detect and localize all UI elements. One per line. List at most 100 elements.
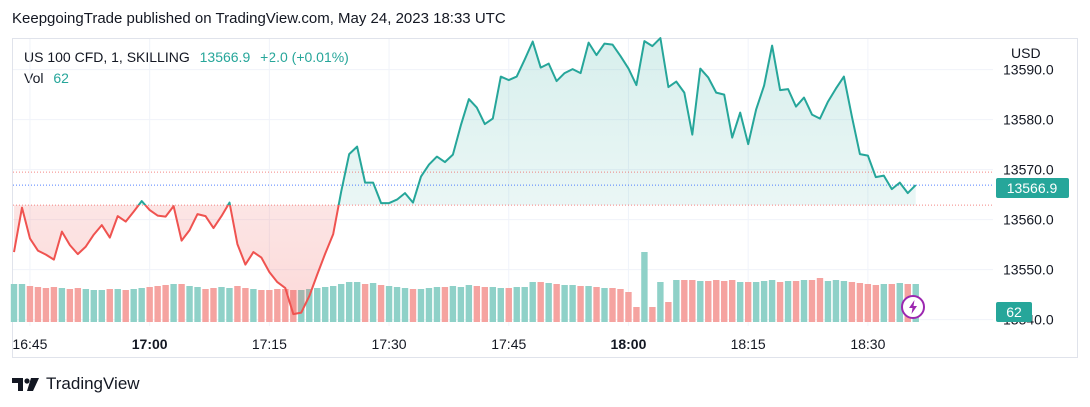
chart-frame: [12, 38, 1078, 358]
volume-bar: [186, 286, 193, 322]
volume-bar: [385, 286, 393, 322]
price-line: [13, 37, 917, 316]
volume-bar: [649, 307, 656, 322]
volume-bar: [441, 287, 449, 322]
volume-bar: [657, 282, 664, 322]
volume-bar: [202, 289, 209, 322]
volume-bar: [784, 281, 792, 322]
volume-bar: [457, 287, 465, 322]
volume-bar: [425, 288, 433, 322]
volume-bar: [10, 284, 18, 322]
volume-bar: [513, 287, 520, 322]
volume-bar: [705, 281, 712, 322]
volume-bar: [609, 288, 616, 322]
volume-bar: [529, 282, 536, 322]
volume-bar: [824, 281, 832, 322]
volume-bar: [665, 302, 672, 322]
x-tick-label: 18:00: [611, 336, 647, 352]
legend-vol-label[interactable]: Vol: [24, 70, 44, 86]
volume-bar: [816, 278, 824, 322]
axis-badges: 13566.9 62: [996, 178, 1069, 322]
volume-bar: [713, 280, 720, 322]
lightning-icon[interactable]: [901, 295, 925, 319]
volume-bar: [353, 282, 361, 322]
volume-bar: [473, 286, 481, 322]
x-tick-label: 18:15: [731, 336, 766, 352]
volume-bar: [90, 290, 97, 322]
volume-bar: [154, 286, 161, 322]
tradingview-logo-icon: [12, 378, 39, 391]
y-tick-label: 13550.0: [1003, 262, 1054, 278]
y-tick-label: 13560.0: [1003, 212, 1054, 228]
legend-vol-value: 62: [53, 70, 69, 86]
volume-bar: [736, 282, 744, 322]
legend-symbol[interactable]: US 100 CFD, 1, SKILLING: [24, 49, 190, 65]
volume-bar: [401, 288, 409, 322]
volume-bar: [808, 280, 816, 322]
y-tick-label: 13590.0: [1003, 62, 1054, 78]
x-tick-label: 17:45: [491, 336, 526, 352]
volume-bar: [625, 292, 632, 322]
volume-bar: [577, 286, 584, 322]
volume-bar: [768, 280, 776, 322]
volume-bar: [130, 289, 137, 322]
volume-bar: [840, 281, 848, 322]
volume-bar: [82, 289, 90, 322]
volume-bar: [681, 280, 688, 322]
volume-bar: [832, 280, 840, 322]
volume-bar: [258, 290, 265, 322]
volume-bar: [330, 286, 337, 322]
legend-volume-row: Vol 62: [24, 68, 349, 89]
currency-label[interactable]: USD: [1011, 45, 1041, 61]
volume-bar: [633, 307, 640, 322]
tradingview-footer[interactable]: TradingView: [12, 374, 140, 394]
volume-bars: [10, 252, 919, 322]
last-price-badge-label: 13566.9: [1007, 180, 1058, 196]
volume-bar: [856, 283, 864, 322]
volume-bar: [417, 289, 425, 322]
volume-bar: [274, 289, 281, 322]
price-axis[interactable]: 13540.013550.013560.013570.013580.013590…: [1003, 62, 1054, 328]
volume-bar: [465, 285, 473, 322]
volume-bar: [433, 287, 441, 322]
volume-bar: [617, 289, 624, 322]
volume-bar: [282, 289, 289, 322]
last-price-badge: [996, 178, 1069, 198]
volume-bar: [337, 284, 345, 322]
x-tick-label: 17:15: [252, 336, 287, 352]
volume-bar: [162, 285, 169, 322]
volume-bar: [194, 287, 201, 322]
volume-bar: [729, 280, 736, 322]
volume-bar: [561, 285, 568, 322]
volume-bar: [553, 284, 560, 322]
volume-bar: [497, 288, 504, 322]
volume-bar: [226, 288, 233, 322]
price-area-above: [14, 38, 916, 206]
last-volume-badge: [996, 302, 1032, 322]
volume-bar: [489, 287, 496, 322]
volume-bar: [178, 284, 185, 322]
volume-bar: [449, 286, 457, 322]
time-axis[interactable]: 16:45 17:00 17:15 17:30 17:45 18:00 18:15 18:30: [12, 336, 885, 352]
publish-header: KeepgoingTrade published on TradingView.…: [12, 10, 506, 27]
volume-bar: [689, 280, 696, 322]
volume-bar: [18, 284, 26, 322]
volume-bar: [792, 281, 800, 322]
volume-bar: [114, 289, 121, 322]
volume-bar: [521, 287, 528, 322]
volume-bar: [721, 281, 728, 322]
x-tick-label: 17:00: [132, 336, 168, 352]
volume-bar: [776, 282, 784, 322]
volume-bar: [569, 285, 576, 322]
volume-bar: [848, 282, 856, 322]
volume-bar: [377, 285, 385, 322]
volume-bar: [888, 284, 895, 322]
volume-bar: [34, 287, 42, 322]
volume-bar: [864, 284, 872, 322]
volume-bar: [170, 284, 177, 322]
volume-bar: [361, 284, 369, 322]
reference-lines: [13, 171, 993, 206]
volume-bar: [697, 281, 704, 322]
volume-bar: [122, 290, 129, 322]
